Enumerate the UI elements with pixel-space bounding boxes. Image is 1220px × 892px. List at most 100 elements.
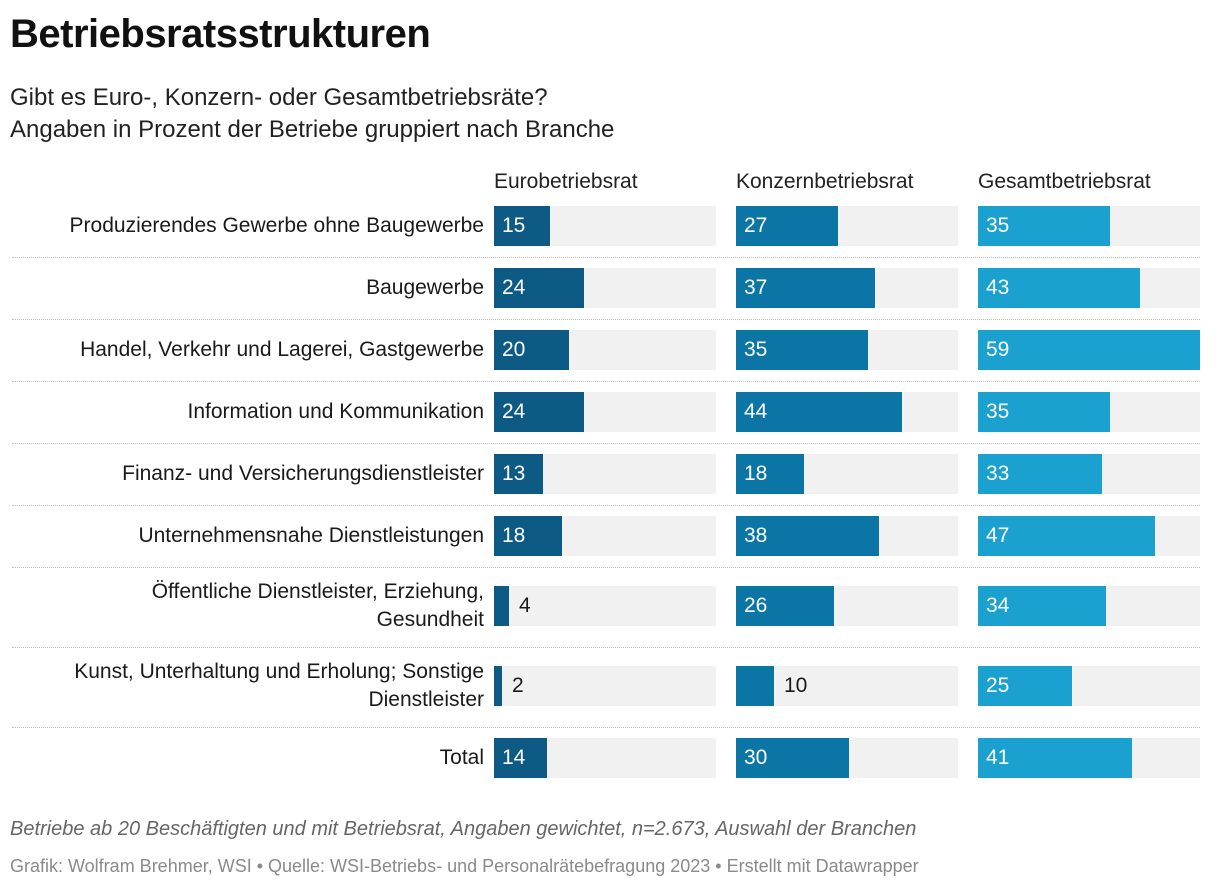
column-header-1: Eurobetriebsrat <box>494 170 638 193</box>
data-label: 44 <box>744 400 768 423</box>
bar <box>736 516 879 556</box>
bar <box>494 206 550 246</box>
bar-track: 24 <box>494 268 716 308</box>
bar <box>736 586 834 626</box>
bar-track: 30 <box>736 738 958 778</box>
data-label: 15 <box>502 214 526 237</box>
chart-subtitle: Gibt es Euro-, Konzern- oder Gesamtbetri… <box>10 82 614 146</box>
row-label-text: Produzierendes Gewerbe ohne Baugewerbe <box>70 212 484 240</box>
subtitle-line-1: Gibt es Euro-, Konzern- oder Gesamtbetri… <box>10 84 548 111</box>
bar <box>494 392 584 432</box>
bar <box>978 516 1155 556</box>
row-separator <box>12 319 1200 320</box>
bar-track: 47 <box>978 516 1200 556</box>
bar <box>978 206 1110 246</box>
row-label-text: Unternehmensnahe Dienstleistungen <box>138 522 484 550</box>
bar-track: 26 <box>736 586 958 626</box>
row-label: Finanz- und Versicherungsdienstleister <box>4 460 484 488</box>
data-label: 35 <box>986 400 1010 423</box>
data-label: 38 <box>744 524 768 547</box>
row-label-text: Kunst, Unterhaltung und Erholung; Sonsti… <box>74 658 484 714</box>
row-label: Information und Kommunikation <box>4 398 485 426</box>
row-separator <box>12 647 1200 648</box>
data-label: 37 <box>744 276 768 299</box>
data-label: 26 <box>744 594 768 617</box>
bar-track: 35 <box>736 330 958 370</box>
bar-track: 20 <box>494 330 716 370</box>
row-label-line: Öffentliche Dienstleister, Erziehung, <box>151 580 484 603</box>
column-header-3: Gesamtbetriebsrat <box>978 170 1151 193</box>
chart-title: Betriebsratsstrukturen <box>10 12 431 56</box>
bar-track: 25 <box>978 666 1200 706</box>
bar <box>494 738 547 778</box>
bar <box>494 666 502 706</box>
row-label-text: Baugewerbe <box>366 274 484 302</box>
data-label: 34 <box>986 594 1010 617</box>
data-label: 59 <box>986 338 1010 361</box>
row-label: Produzierendes Gewerbe ohne Baugewerbe <box>4 212 484 240</box>
bar <box>736 666 774 706</box>
bar <box>978 666 1072 706</box>
bar-track: 33 <box>978 454 1200 494</box>
row-separator <box>12 381 1200 382</box>
bar <box>494 586 509 626</box>
bar <box>736 206 838 246</box>
row-label-line: Dienstleister <box>368 688 484 711</box>
bar <box>978 268 1140 308</box>
row-label: Öffentliche Dienstleister, Erziehung, Ges… <box>4 578 484 634</box>
row-label: Handel, Verkehr und Lagerei, Gastgewerbe <box>4 336 484 364</box>
data-label: 30 <box>744 746 768 769</box>
bar <box>978 330 1200 370</box>
data-label: 18 <box>502 524 526 547</box>
bar <box>736 392 902 432</box>
bar <box>736 330 868 370</box>
row-label-line: Baugewerbe <box>366 276 484 299</box>
row-label-text: Öffentliche Dienstleister, Erziehung, Ges… <box>152 578 484 634</box>
bar-track: 13 <box>494 454 716 494</box>
row-separator <box>12 567 1200 568</box>
column-header-2: Konzernbetriebsrat <box>736 170 914 193</box>
data-label: 33 <box>986 462 1010 485</box>
data-label: 47 <box>986 524 1010 547</box>
row-separator <box>12 727 1200 728</box>
bar-track: 37 <box>736 268 958 308</box>
bar <box>978 454 1102 494</box>
row-label-text: Information und Kommunikation <box>188 398 485 426</box>
row-label-line: Produzierendes Gewerbe ohne Baugewerbe <box>69 214 484 237</box>
row-label-line: Finanz- und Versicherungsdienstleister <box>122 462 484 485</box>
data-label: 43 <box>986 276 1010 299</box>
bar-track: 44 <box>736 392 958 432</box>
data-label: 24 <box>502 276 526 299</box>
bar <box>494 516 562 556</box>
row-separator <box>12 257 1200 258</box>
bar <box>736 454 804 494</box>
data-label: 35 <box>744 338 768 361</box>
bar <box>736 268 875 308</box>
row-label: Kunst, Unterhaltung und Erholung; Sonsti… <box>4 658 484 714</box>
subtitle-line-2: Angaben in Prozent der Betriebe gruppier… <box>10 116 615 143</box>
chart-note: Betriebe ab 20 Beschäftigten und mit Bet… <box>10 818 917 840</box>
row-label-text: Total <box>440 744 484 772</box>
data-label: 27 <box>744 214 768 237</box>
row-label: Total <box>4 744 484 772</box>
data-label: 20 <box>502 338 526 361</box>
data-label: 4 <box>519 594 531 617</box>
row-label-line: Total <box>439 746 484 769</box>
bar <box>978 392 1110 432</box>
data-label: 41 <box>986 746 1010 769</box>
chart-credit: Grafik: Wolfram Brehmer, WSI • Quelle: W… <box>10 856 919 876</box>
row-separator <box>12 443 1200 444</box>
bar-track: 10 <box>736 666 958 706</box>
bar-track: 35 <box>978 392 1200 432</box>
row-label-line: Gesundheit <box>376 608 484 631</box>
bar <box>494 330 569 370</box>
row-separator <box>12 505 1200 506</box>
row-label: Baugewerbe <box>4 274 484 302</box>
bar-track: 35 <box>978 206 1200 246</box>
bar-track: 18 <box>494 516 716 556</box>
bar-track: 24 <box>494 392 716 432</box>
bar-track: 38 <box>736 516 958 556</box>
bar-track: 14 <box>494 738 716 778</box>
bar-track: 41 <box>978 738 1200 778</box>
row-label-line: Handel, Verkehr und Lagerei, Gastgewerbe <box>80 338 484 361</box>
